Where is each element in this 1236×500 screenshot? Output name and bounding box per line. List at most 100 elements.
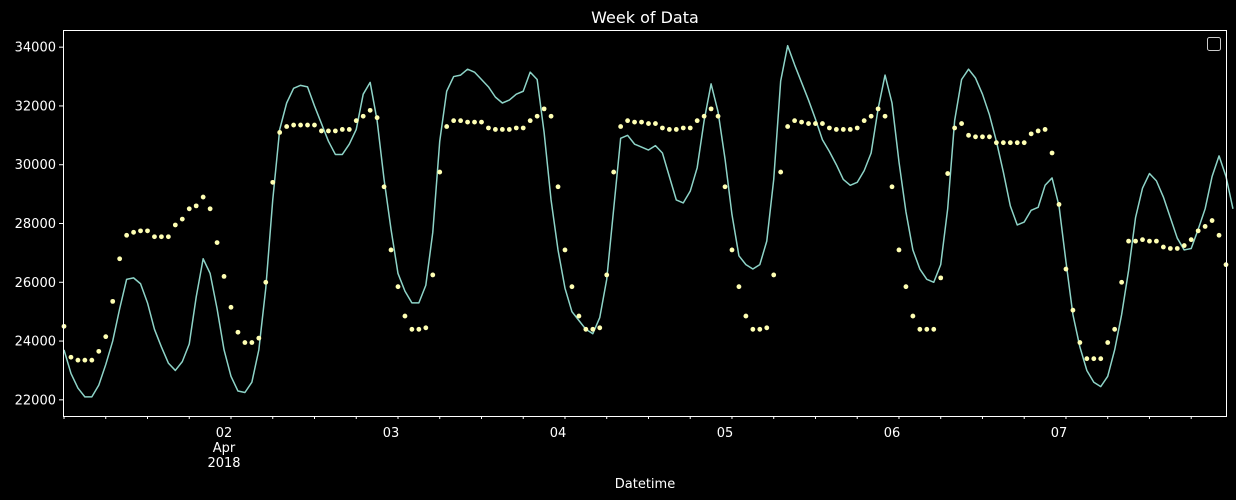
plot-area	[61, 44, 1234, 398]
y-tick-label: 28000	[15, 217, 56, 232]
data-point	[694, 118, 700, 124]
plot-frame	[63, 30, 1227, 417]
data-point	[82, 357, 88, 363]
data-point	[165, 234, 171, 240]
data-point	[778, 169, 784, 175]
data-point	[799, 119, 804, 125]
data-point	[200, 194, 206, 200]
data-point	[764, 325, 770, 331]
data-point	[1098, 356, 1104, 362]
data-point	[68, 354, 74, 360]
data-point	[1021, 140, 1027, 146]
data-point	[931, 326, 937, 332]
data-point	[882, 113, 888, 119]
data-point	[172, 222, 178, 228]
legend-box	[1207, 37, 1221, 51]
data-point	[590, 326, 596, 332]
data-point	[527, 118, 533, 124]
data-point	[1042, 127, 1048, 132]
data-point	[903, 284, 909, 290]
x-tick-label: 05	[717, 426, 734, 441]
data-point	[207, 206, 213, 212]
data-point	[374, 115, 380, 121]
data-point	[611, 169, 617, 175]
data-point	[785, 124, 791, 129]
data-point	[513, 125, 519, 131]
data-point	[346, 127, 352, 132]
data-point	[1126, 238, 1131, 244]
data-point	[339, 127, 345, 132]
data-point	[332, 128, 338, 134]
data-point	[826, 125, 832, 131]
data-point	[179, 216, 185, 222]
data-point	[96, 348, 102, 354]
data-point	[305, 122, 310, 128]
data-point	[486, 125, 491, 131]
data-point	[680, 125, 686, 131]
data-point	[75, 357, 81, 363]
line-series	[63, 44, 1234, 398]
data-point	[1160, 244, 1166, 250]
data-point	[653, 121, 658, 126]
data-point	[820, 121, 825, 126]
y-tick-label: 30000	[15, 158, 56, 173]
data-point	[973, 134, 978, 140]
data-point	[583, 326, 589, 332]
data-point	[1202, 224, 1208, 229]
data-point	[103, 334, 109, 340]
data-point	[451, 118, 457, 124]
data-point	[868, 113, 874, 119]
data-point	[1216, 232, 1222, 238]
data-point	[771, 272, 777, 278]
data-point	[917, 326, 923, 332]
x-tick-label: Apr	[213, 441, 236, 456]
data-point	[987, 134, 992, 140]
data-point	[506, 127, 512, 132]
data-point	[701, 113, 707, 119]
data-point	[1000, 140, 1006, 146]
data-point	[1077, 340, 1083, 345]
data-point	[416, 326, 422, 332]
data-point	[499, 127, 505, 132]
data-point	[1188, 237, 1194, 243]
data-point	[952, 125, 958, 131]
data-point	[945, 171, 951, 176]
data-point	[1056, 202, 1062, 207]
chart-title: Week of Data	[591, 8, 699, 27]
data-point	[479, 119, 484, 125]
data-point	[639, 119, 644, 125]
data-point	[291, 122, 297, 128]
data-point	[117, 256, 123, 262]
data-point	[993, 140, 999, 146]
data-point	[1133, 238, 1138, 244]
data-point	[854, 125, 860, 131]
data-point	[1154, 238, 1159, 244]
data-point	[715, 113, 721, 119]
x-tick-label: 2018	[207, 456, 240, 471]
data-point	[889, 184, 895, 190]
data-point	[1035, 128, 1041, 134]
data-point	[284, 124, 290, 129]
data-point	[743, 313, 749, 319]
data-point	[729, 247, 735, 253]
data-point	[319, 128, 324, 134]
data-point	[1174, 246, 1180, 251]
y-tick-label: 24000	[15, 335, 56, 350]
data-point	[660, 125, 665, 131]
data-point	[896, 247, 902, 253]
data-point	[1181, 243, 1187, 248]
y-tick-label: 26000	[15, 276, 56, 291]
data-point	[792, 118, 797, 124]
data-point	[924, 326, 930, 332]
data-point	[959, 121, 964, 126]
data-point	[722, 184, 728, 190]
data-point	[1167, 246, 1173, 251]
y-tick-label: 34000	[15, 41, 56, 56]
point-series	[61, 106, 1229, 363]
data-point	[145, 228, 150, 234]
data-point	[980, 134, 985, 140]
data-point	[555, 184, 561, 190]
data-point	[263, 279, 269, 285]
